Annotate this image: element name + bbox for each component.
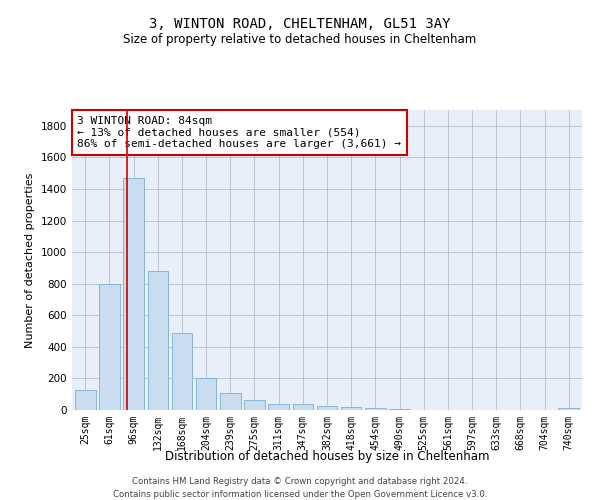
Bar (317, 406, 337, 410)
Bar (293, 404, 313, 410)
Text: 3, WINTON ROAD, CHELTENHAM, GL51 3AY: 3, WINTON ROAD, CHELTENHAM, GL51 3AY (149, 18, 451, 32)
Bar (172, 332, 192, 410)
Text: Distribution of detached houses by size in Cheltenham: Distribution of detached houses by size … (165, 450, 489, 463)
Bar (75, 390, 95, 410)
Bar (148, 271, 168, 410)
Bar (244, 400, 265, 410)
Bar (559, 408, 579, 410)
Bar (220, 394, 241, 410)
Text: Size of property relative to detached houses in Cheltenham: Size of property relative to detached ho… (124, 32, 476, 46)
Bar (389, 409, 410, 410)
Text: Contains public sector information licensed under the Open Government Licence v3: Contains public sector information licen… (113, 490, 487, 499)
Bar (124, 178, 144, 410)
Y-axis label: Number of detached properties: Number of detached properties (25, 172, 35, 348)
Bar (196, 378, 217, 410)
Text: Contains HM Land Registry data © Crown copyright and database right 2024.: Contains HM Land Registry data © Crown c… (132, 478, 468, 486)
Bar (99, 284, 120, 410)
Bar (365, 408, 386, 410)
Bar (341, 407, 361, 410)
Bar (268, 404, 289, 410)
Text: 3 WINTON ROAD: 84sqm
← 13% of detached houses are smaller (554)
86% of semi-deta: 3 WINTON ROAD: 84sqm ← 13% of detached h… (77, 116, 401, 149)
